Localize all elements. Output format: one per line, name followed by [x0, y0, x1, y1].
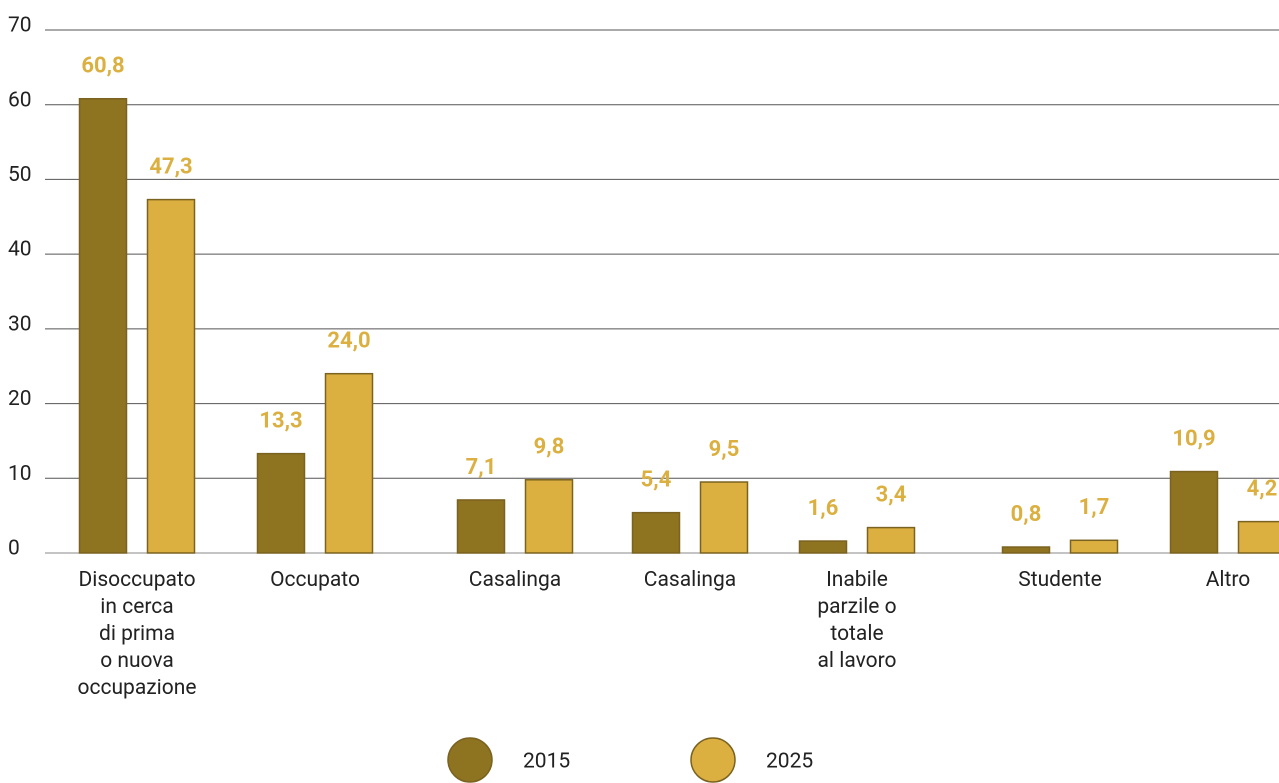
legend-swatch [690, 737, 736, 783]
bar [866, 526, 916, 554]
value-label: 1,6 [808, 496, 839, 521]
value-label: 4,2 [1247, 476, 1278, 501]
y-tick-label: 30 [8, 312, 32, 336]
y-tick-label: 60 [8, 88, 32, 112]
bar [456, 499, 506, 554]
value-label: 60,8 [81, 54, 124, 79]
y-tick-label: 40 [8, 238, 32, 262]
value-label: 10,9 [1172, 426, 1215, 451]
value-label: 5,4 [641, 467, 672, 492]
value-label: 47,3 [149, 154, 192, 179]
bar [1001, 546, 1051, 554]
y-tick-label: 10 [8, 462, 32, 486]
bar [256, 452, 306, 554]
bar [631, 511, 681, 554]
bar [1169, 470, 1219, 554]
bar [524, 479, 574, 554]
bar [1237, 520, 1279, 554]
legend-swatch [447, 737, 493, 783]
x-tick-label: Disoccupato in cerca di prima o nuova oc… [77, 568, 197, 700]
value-label: 3,4 [876, 482, 907, 507]
x-tick-label: Inabile parzile o totale al lavoro [817, 568, 897, 673]
y-tick-label: 20 [8, 387, 32, 411]
value-label: 13,3 [259, 408, 302, 433]
y-tick-label: 70 [8, 14, 32, 38]
value-label: 24,0 [327, 328, 370, 353]
y-tick-label: 50 [8, 163, 32, 187]
value-label: 9,8 [534, 435, 565, 460]
x-tick-label: Casalinga [643, 568, 737, 592]
value-label: 9,5 [709, 437, 740, 462]
bar [146, 198, 196, 554]
bar [78, 97, 128, 554]
legend-label: 2015 [523, 750, 570, 774]
bar [798, 540, 848, 554]
bar [699, 481, 749, 554]
y-tick-label: 0 [8, 537, 20, 561]
value-label: 0,8 [1011, 502, 1042, 527]
legend-label: 2025 [766, 750, 813, 774]
value-label: 1,7 [1079, 495, 1110, 520]
bar [324, 372, 374, 554]
x-tick-label: Studente [1018, 568, 1102, 592]
bar [1069, 539, 1119, 554]
x-tick-label: Casalinga [468, 568, 562, 592]
value-label: 7,1 [466, 455, 497, 480]
x-tick-label: Altro [1205, 568, 1251, 592]
x-tick-label: Occupato [270, 568, 360, 592]
